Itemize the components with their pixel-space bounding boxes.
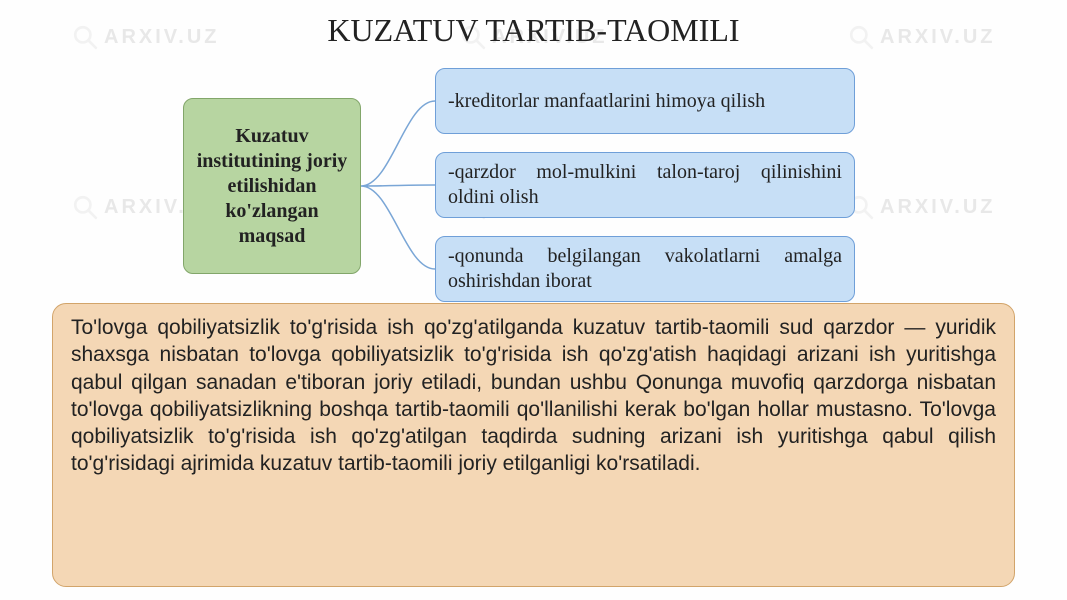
leaf-node: -qarzdor mol-mulkini talon-taroj qilinis… (435, 152, 855, 218)
leaf-label: -qarzdor mol-mulkini talon-taroj qilinis… (448, 160, 842, 210)
leaf-label: -kreditorlar manfaatlarini himoya qilish (448, 89, 765, 114)
connector-lines (361, 66, 435, 304)
leaf-node: -kreditorlar manfaatlarini himoya qilish (435, 68, 855, 134)
root-label: Kuzatuv institutining joriy etilishidan … (192, 124, 352, 249)
leaf-node: -qonunda belgilangan vakolatlarni amalga… (435, 236, 855, 302)
page-title: KUZATUV TARTIB-TAOMILI (0, 12, 1067, 49)
paragraph-text: To'lovga qobiliyatsizlik to'g'risida ish… (71, 316, 996, 475)
tree-diagram: Kuzatuv institutining joriy etilishidan … (183, 66, 883, 304)
body-paragraph: To'lovga qobiliyatsizlik to'g'risida ish… (52, 303, 1015, 587)
root-node: Kuzatuv institutining joriy etilishidan … (183, 98, 361, 274)
leaf-label: -qonunda belgilangan vakolatlarni amalga… (448, 244, 842, 294)
